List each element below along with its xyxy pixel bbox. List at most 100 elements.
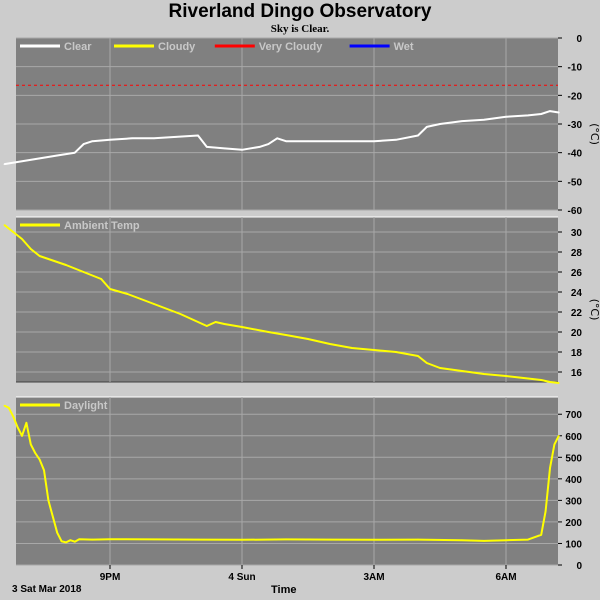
data-point	[527, 538, 529, 541]
data-point	[214, 321, 217, 323]
data-point	[483, 118, 485, 121]
legend-label: Wet	[394, 41, 414, 53]
legend-label: Daylight	[64, 400, 108, 412]
data-point	[21, 160, 23, 163]
legend-label: Clear	[64, 41, 92, 53]
data-point	[74, 540, 76, 543]
data-point	[461, 120, 463, 122]
data-point	[351, 140, 353, 142]
data-point	[540, 379, 542, 381]
data-point	[153, 137, 155, 140]
data-point	[241, 326, 243, 328]
data-point	[276, 137, 279, 140]
data-point	[126, 293, 129, 295]
legend-label: Cloudy	[158, 41, 196, 53]
series-line-clear	[4, 110, 559, 166]
y-tick-label: 700	[565, 410, 582, 421]
x-tick-label: 4 Sun	[228, 572, 255, 583]
y-tick-label: 26	[571, 268, 583, 279]
data-point	[285, 334, 287, 336]
data-point	[426, 126, 428, 128]
data-point	[56, 154, 58, 157]
x-tick-label: 6AM	[495, 572, 516, 583]
data-point	[329, 343, 331, 345]
sky-status-subtitle: Sky is Clear.	[270, 23, 330, 35]
legend-label: Very Cloudy	[259, 41, 323, 53]
data-point	[21, 238, 23, 240]
data-point	[153, 538, 155, 541]
y-tick-label: 600	[565, 432, 582, 443]
data-point	[285, 538, 287, 541]
data-point	[395, 351, 397, 353]
y-tick-label: 500	[565, 453, 582, 464]
y-tick-label: 30	[571, 228, 583, 239]
data-point	[241, 149, 243, 151]
data-point	[558, 111, 560, 114]
data-point	[78, 538, 80, 540]
data-point	[373, 349, 375, 351]
x-axis-label: Time	[271, 584, 297, 596]
data-point	[549, 467, 551, 469]
data-point	[82, 271, 85, 273]
data-point	[505, 116, 507, 118]
data-point	[8, 406, 10, 409]
data-point	[197, 538, 199, 541]
data-point	[206, 325, 208, 327]
plot-area-ambient	[16, 217, 558, 382]
data-point	[527, 114, 529, 117]
y-tick-label: -10	[568, 63, 583, 74]
data-point	[549, 110, 551, 112]
data-point	[483, 540, 485, 542]
data-point	[74, 151, 76, 154]
data-point	[109, 138, 111, 141]
date-label: 3 Sat Mar 2018	[12, 584, 82, 595]
data-point	[12, 415, 14, 418]
data-point	[307, 338, 309, 340]
data-point	[439, 123, 441, 125]
data-point	[47, 499, 50, 502]
data-point	[417, 355, 419, 357]
data-point	[91, 140, 94, 142]
data-point	[100, 278, 102, 280]
data-point	[373, 140, 375, 142]
data-point	[34, 452, 36, 454]
y-tick-label: 0	[576, 34, 582, 45]
data-point	[30, 443, 32, 446]
page-title: Riverland Dingo Observatory	[168, 1, 432, 22]
data-point	[558, 382, 560, 384]
data-point	[12, 231, 14, 233]
y-axis-unit: (°C)	[588, 123, 600, 145]
data-point	[558, 434, 560, 437]
y-tick-label: 16	[571, 368, 583, 379]
data-point	[544, 510, 547, 512]
data-point	[43, 469, 45, 472]
y-tick-label: 100	[565, 539, 582, 550]
data-point	[206, 146, 208, 148]
y-tick-label: 200	[565, 518, 582, 529]
y-tick-label: 24	[571, 288, 583, 299]
data-point	[549, 381, 551, 383]
data-point	[3, 224, 6, 226]
data-point	[109, 538, 111, 540]
y-tick-label: -20	[568, 91, 583, 102]
data-point	[175, 136, 177, 138]
data-point	[38, 157, 41, 160]
data-point	[179, 313, 182, 315]
data-point	[285, 140, 287, 142]
data-point	[3, 163, 6, 165]
y-tick-label: 22	[571, 308, 583, 319]
data-point	[30, 248, 32, 250]
data-point	[351, 347, 353, 349]
data-point	[153, 303, 155, 305]
y-tick-label: -60	[568, 206, 583, 217]
data-point	[16, 426, 19, 428]
data-point	[267, 331, 270, 333]
y-axis-unit: (°C)	[588, 299, 600, 321]
data-point	[505, 375, 507, 377]
y-tick-label: 400	[565, 475, 582, 486]
data-point	[69, 539, 72, 542]
data-point	[553, 443, 556, 446]
data-point	[65, 541, 67, 544]
data-point	[461, 370, 463, 372]
